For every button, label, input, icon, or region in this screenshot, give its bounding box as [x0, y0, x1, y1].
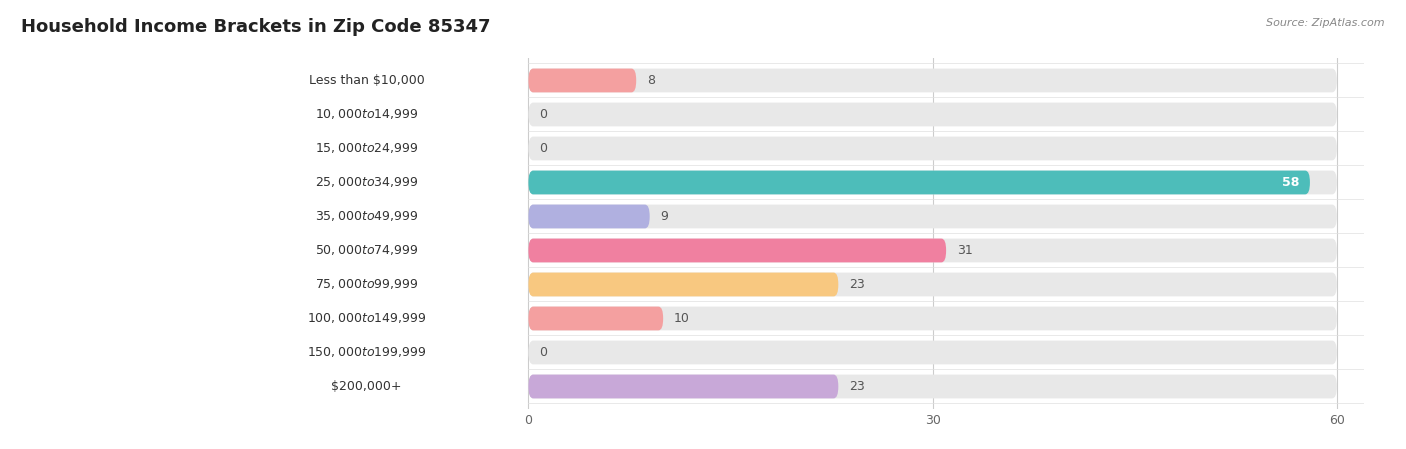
FancyBboxPatch shape [529, 273, 1337, 296]
FancyBboxPatch shape [232, 374, 502, 398]
FancyBboxPatch shape [529, 374, 838, 398]
Text: $150,000 to $199,999: $150,000 to $199,999 [307, 345, 426, 360]
Text: 23: 23 [849, 278, 865, 291]
FancyBboxPatch shape [529, 238, 1337, 262]
Text: $200,000+: $200,000+ [332, 380, 402, 393]
Text: $15,000 to $24,999: $15,000 to $24,999 [315, 141, 419, 155]
Text: $10,000 to $14,999: $10,000 to $14,999 [315, 107, 419, 122]
FancyBboxPatch shape [529, 307, 1337, 330]
FancyBboxPatch shape [529, 171, 1310, 194]
Text: 23: 23 [849, 380, 865, 393]
Text: Less than $10,000: Less than $10,000 [309, 74, 425, 87]
FancyBboxPatch shape [232, 205, 502, 229]
FancyBboxPatch shape [529, 102, 1337, 126]
FancyBboxPatch shape [529, 374, 1337, 398]
FancyBboxPatch shape [529, 205, 650, 229]
Text: 31: 31 [957, 244, 973, 257]
FancyBboxPatch shape [232, 341, 502, 365]
Text: 58: 58 [1282, 176, 1299, 189]
Text: $75,000 to $99,999: $75,000 to $99,999 [315, 277, 419, 291]
Text: 0: 0 [538, 346, 547, 359]
Text: $35,000 to $49,999: $35,000 to $49,999 [315, 210, 419, 224]
FancyBboxPatch shape [529, 171, 1337, 194]
Text: $25,000 to $34,999: $25,000 to $34,999 [315, 176, 419, 189]
Text: 10: 10 [673, 312, 690, 325]
Text: Household Income Brackets in Zip Code 85347: Household Income Brackets in Zip Code 85… [21, 18, 491, 36]
FancyBboxPatch shape [529, 341, 1337, 365]
FancyBboxPatch shape [232, 171, 502, 194]
FancyBboxPatch shape [529, 205, 1337, 229]
FancyBboxPatch shape [232, 273, 502, 296]
Text: 0: 0 [538, 108, 547, 121]
Text: 9: 9 [661, 210, 668, 223]
FancyBboxPatch shape [232, 69, 502, 92]
Text: 0: 0 [538, 142, 547, 155]
FancyBboxPatch shape [232, 136, 502, 160]
FancyBboxPatch shape [232, 238, 502, 262]
FancyBboxPatch shape [529, 273, 838, 296]
Text: $100,000 to $149,999: $100,000 to $149,999 [307, 312, 426, 326]
FancyBboxPatch shape [529, 238, 946, 262]
Text: $50,000 to $74,999: $50,000 to $74,999 [315, 243, 419, 257]
Text: Source: ZipAtlas.com: Source: ZipAtlas.com [1267, 18, 1385, 28]
FancyBboxPatch shape [529, 69, 1337, 92]
FancyBboxPatch shape [529, 69, 636, 92]
FancyBboxPatch shape [232, 307, 502, 330]
Text: 8: 8 [647, 74, 655, 87]
FancyBboxPatch shape [529, 136, 1337, 160]
FancyBboxPatch shape [529, 307, 664, 330]
FancyBboxPatch shape [232, 102, 502, 126]
